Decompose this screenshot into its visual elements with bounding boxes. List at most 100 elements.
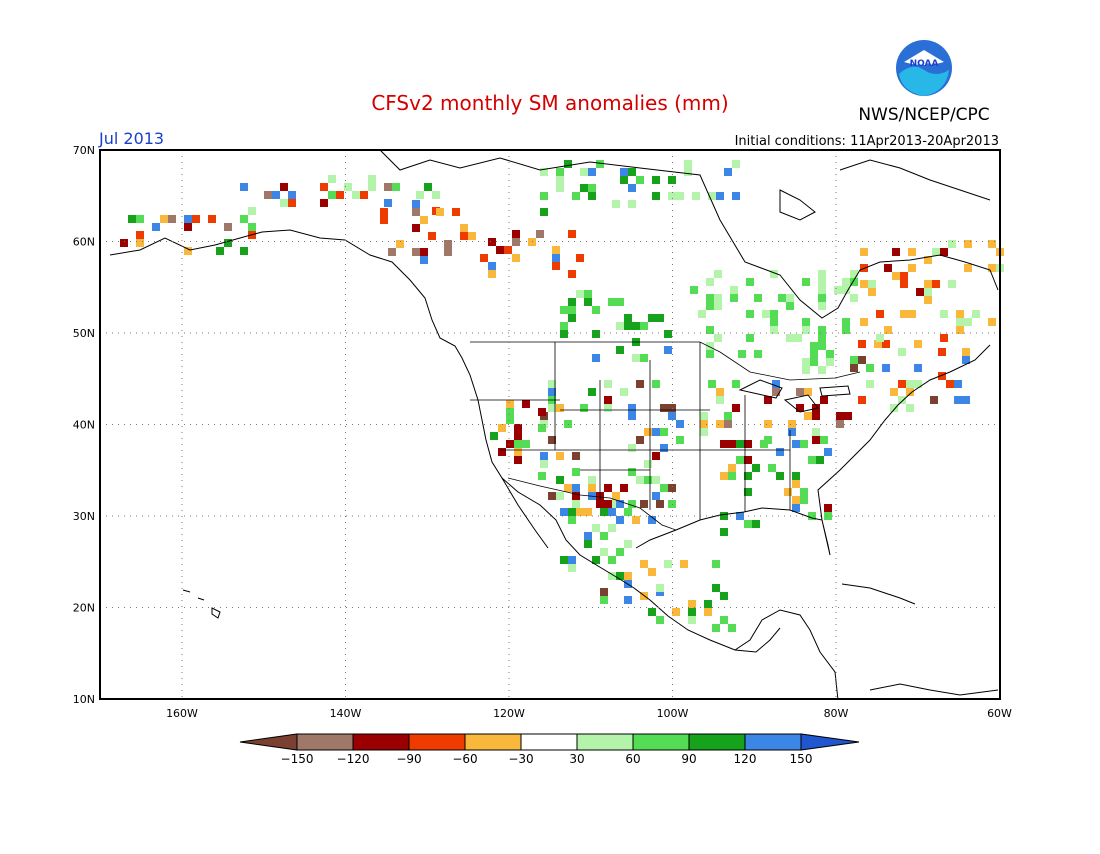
anomaly-cell xyxy=(826,350,834,358)
anomaly-cell xyxy=(906,388,914,396)
lon-label: 60W xyxy=(987,707,1012,720)
map-area: 70N 60N 50N 40N 30N 20N 10N 160W 140W 120W 100W 80… xyxy=(73,144,1012,720)
anomaly-cell xyxy=(744,520,752,528)
anomaly-cell xyxy=(644,460,652,468)
anomaly-cell xyxy=(568,270,576,278)
anomaly-cell xyxy=(732,380,740,388)
anomaly-cell xyxy=(788,420,796,428)
anomaly-cell xyxy=(956,318,964,326)
anomaly-cell xyxy=(572,500,580,508)
anomaly-cell xyxy=(514,448,522,456)
anomaly-cell xyxy=(490,432,498,440)
anomaly-cell xyxy=(714,334,722,342)
anomaly-cell xyxy=(776,472,784,480)
anomaly-cell xyxy=(664,346,672,354)
anomaly-cell xyxy=(620,388,628,396)
lat-label: 40N xyxy=(73,419,95,432)
anomaly-cell xyxy=(684,160,692,168)
anomaly-cell xyxy=(424,183,432,191)
anomaly-cell xyxy=(320,183,328,191)
anomaly-cell xyxy=(264,191,272,199)
anomaly-cell xyxy=(730,286,738,294)
anomaly-cell xyxy=(728,624,736,632)
anomaly-cell xyxy=(512,238,520,246)
anomaly-cell xyxy=(344,183,352,191)
anomaly-cell xyxy=(850,356,858,364)
anomaly-cell xyxy=(604,396,612,404)
anomaly-cell xyxy=(930,396,938,404)
anomaly-cell xyxy=(608,572,616,580)
anomaly-cell xyxy=(914,340,922,348)
anomaly-cell xyxy=(556,184,564,192)
anomaly-cell xyxy=(964,318,972,326)
anomaly-cell xyxy=(568,314,576,322)
lat-label: 20N xyxy=(73,602,95,615)
lat-label: 60N xyxy=(73,236,95,249)
legend-tick-label: 60 xyxy=(625,752,640,766)
anomaly-cells xyxy=(120,160,1004,632)
anomaly-cell xyxy=(584,532,592,540)
legend-swatch xyxy=(576,733,634,751)
anomaly-cell xyxy=(652,492,660,500)
anomaly-cell xyxy=(810,342,818,350)
anomaly-cell xyxy=(736,440,744,448)
anomaly-cell xyxy=(624,540,632,548)
anomaly-cell xyxy=(844,412,852,420)
anomaly-cell xyxy=(604,484,612,492)
anomaly-cell xyxy=(504,246,512,254)
anomaly-cell xyxy=(842,286,850,294)
anomaly-cell xyxy=(866,364,874,372)
anomaly-cell xyxy=(652,380,660,388)
anomaly-cell xyxy=(672,608,680,616)
anomaly-cell xyxy=(704,608,712,616)
anomaly-cell xyxy=(636,476,644,484)
lat-label: 70N xyxy=(73,144,95,157)
anomaly-cell xyxy=(700,428,708,436)
anomaly-cell xyxy=(660,404,668,412)
anomaly-cell xyxy=(506,408,514,416)
anomaly-cell xyxy=(612,200,620,208)
anomaly-cell xyxy=(744,440,752,448)
anomaly-cell xyxy=(280,183,288,191)
anomaly-cell xyxy=(588,484,596,492)
anomaly-cell xyxy=(540,460,548,468)
anomaly-cell xyxy=(616,572,624,580)
anomaly-cell xyxy=(412,248,420,256)
anomaly-cell xyxy=(768,464,776,472)
anomaly-cell xyxy=(760,440,768,448)
anomaly-cell xyxy=(360,191,368,199)
anomaly-cell xyxy=(608,556,616,564)
anomaly-cell xyxy=(288,199,296,207)
anomaly-cell xyxy=(850,278,858,286)
anomaly-cell xyxy=(120,239,128,247)
anomaly-cell xyxy=(752,464,760,472)
anomaly-cell xyxy=(704,600,712,608)
anomaly-cell xyxy=(392,183,400,191)
anomaly-cell xyxy=(522,440,530,448)
anomaly-cell xyxy=(552,262,560,270)
anomaly-cell xyxy=(820,396,828,404)
anomaly-cell xyxy=(826,358,834,366)
legend-tick-label: 150 xyxy=(790,752,813,766)
anomaly-cell xyxy=(706,302,714,310)
anomaly-cell xyxy=(556,452,564,460)
anomaly-cell xyxy=(496,246,504,254)
anomaly-cell xyxy=(664,560,672,568)
anomaly-cell xyxy=(628,412,636,420)
anomaly-cell xyxy=(556,404,564,412)
anomaly-cell xyxy=(720,528,728,536)
anomaly-cell xyxy=(860,280,868,288)
anomaly-cell xyxy=(882,340,890,348)
anomaly-cell xyxy=(868,280,876,288)
anomaly-cell xyxy=(802,366,810,374)
anomaly-cell xyxy=(736,512,744,520)
anomaly-cell xyxy=(688,600,696,608)
anomaly-cell xyxy=(616,322,624,330)
anomaly-cell xyxy=(850,270,858,278)
anomaly-cell xyxy=(842,278,850,286)
anomaly-cell xyxy=(948,280,956,288)
anomaly-cell xyxy=(836,412,844,420)
anomaly-cell xyxy=(954,396,962,404)
anomaly-cell xyxy=(208,215,216,223)
anomaly-cell xyxy=(824,448,832,456)
